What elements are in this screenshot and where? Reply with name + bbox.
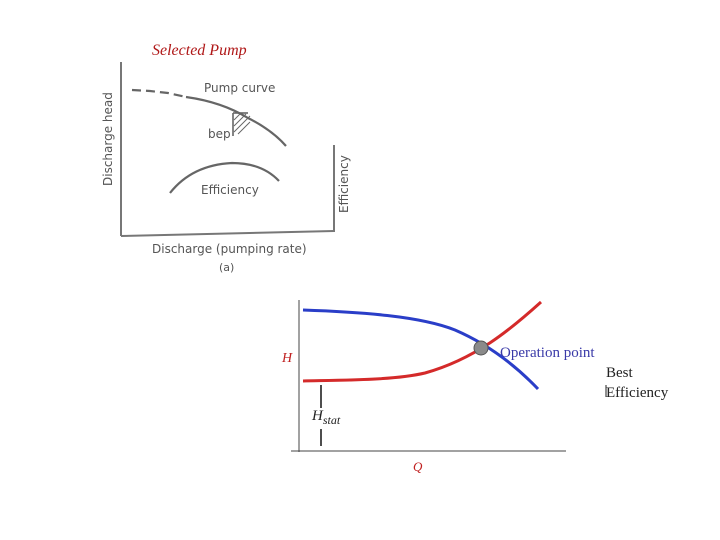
figure-b-operation-point-marker (473, 340, 489, 356)
figure-a-pump-curve-label: Pump curve (204, 81, 275, 95)
figure-b-best-label: Best (606, 365, 634, 381)
figure-a-caption: (a) (219, 261, 234, 274)
figure-b: Operation point Best Efficiency H Hstat … (281, 300, 669, 474)
figure-a-bep-marker (232, 112, 251, 136)
figure-b-hstat-label: Hstat (311, 408, 341, 427)
figure-a-x-axis-label: Discharge (pumping rate) (152, 242, 307, 256)
figure-a-x-axis (120, 230, 335, 237)
figure-a-efficiency-label: Efficiency (201, 183, 259, 197)
figure-a-y-axis-label: Discharge head (101, 92, 115, 186)
slide-title: Selected Pump (152, 42, 247, 59)
figure-b-pump-curve (302, 308, 540, 391)
figure-b-operation-point-label: Operation point (500, 345, 595, 361)
figure-a-pump-curve (185, 95, 287, 147)
figure-b-system-curve (302, 300, 543, 383)
figure-a-right-axis-label: Efficiency (337, 155, 351, 213)
figure-b-efficiency-label: Efficiency (606, 385, 669, 401)
figure-b-h-label: H (281, 351, 293, 366)
figure-b-q-label: Q (413, 459, 423, 474)
figure-a-pump-curve-dashed (131, 88, 187, 99)
figure-a-efficiency-curve (169, 161, 280, 194)
figure-a-bep-label: bep (208, 127, 231, 141)
figure-a: Pump curve bep Efficiency Discharge (pum… (101, 62, 351, 274)
figure-b-hstat-sub: stat (323, 413, 341, 427)
figure-b-hstat-main: H (311, 408, 324, 424)
